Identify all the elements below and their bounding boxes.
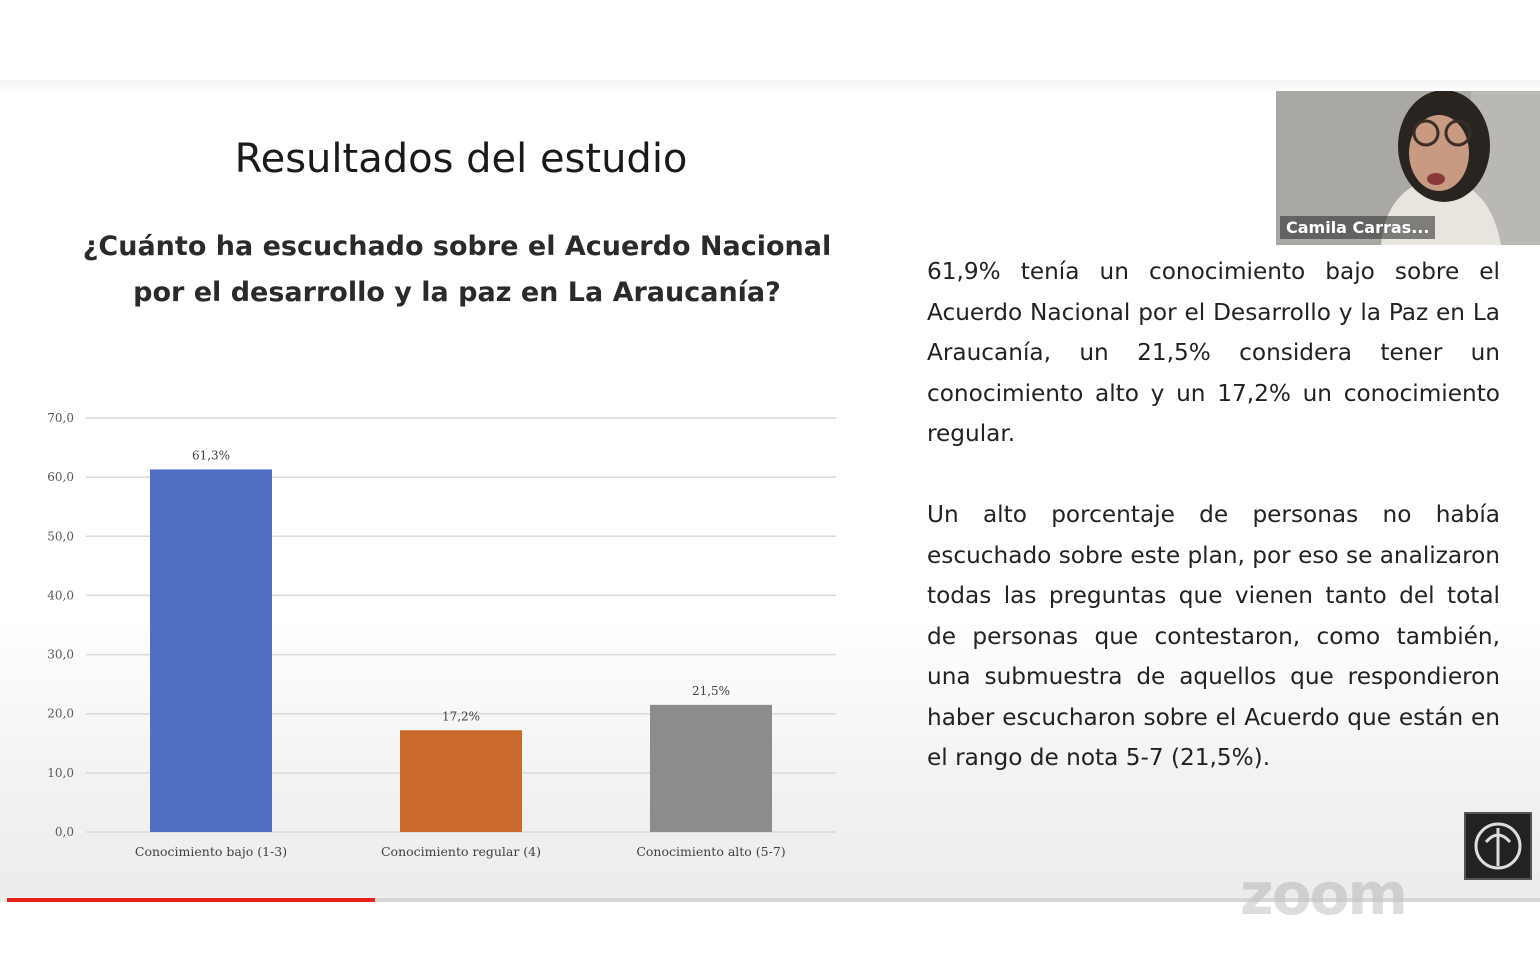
zoom-watermark: zoom [1240,860,1408,928]
y-tick-label: 30,0 [47,648,74,662]
y-tick-label: 70,0 [47,411,74,425]
x-category-label: Conocimiento alto (5-7) [636,844,785,859]
channel-logo-icon[interactable] [1464,812,1532,880]
video-progress-bar[interactable] [7,898,1540,902]
result-paragraph-1: 61,9% tenía un conocimiento bajo sobre e… [927,258,1500,447]
y-tick-label: 0,0 [55,825,74,839]
data-label: 61,3% [192,448,230,462]
data-label: 17,2% [442,709,480,723]
survey-question: ¿Cuánto ha escuchado sobre el Acuerdo Na… [82,231,832,308]
slide-title: Resultados del estudio [234,136,688,182]
bar [400,730,522,832]
video-progress-fill [7,898,375,902]
y-tick-label: 20,0 [47,707,74,721]
bar-chart: 0,0 10,0 20,0 30,0 40,0 50,0 60,0 70,0 61,3% Cono… [47,411,836,859]
participant-video-tile[interactable]: Camila Carras... [1276,91,1540,245]
y-tick-label: 40,0 [47,588,74,602]
x-category-label: Conocimiento regular (4) [381,844,541,859]
y-tick-label: 60,0 [47,470,74,484]
y-tick-label: 10,0 [47,766,74,780]
result-paragraph-2: Un alto porcentaje de personas no había … [927,501,1500,771]
y-tick-label: 50,0 [47,529,74,543]
participant-name: Camila Carras... [1280,216,1436,239]
data-label: 21,5% [692,684,730,698]
x-category-label: Conocimiento bajo (1-3) [135,844,287,859]
bar [150,469,272,832]
bar [650,704,772,832]
